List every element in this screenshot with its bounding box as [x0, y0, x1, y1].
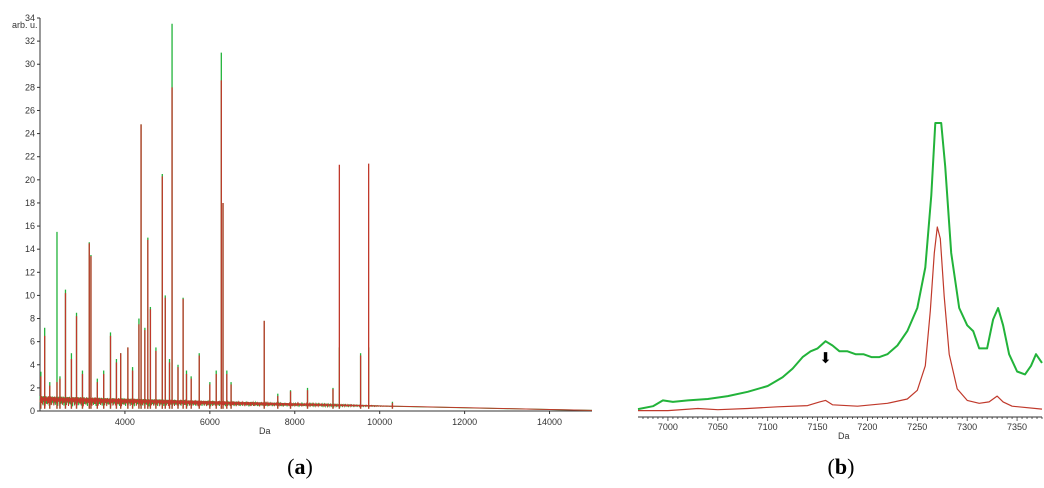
- chart-b-x-unit: Da: [838, 431, 850, 441]
- chart-a-x-unit: Da: [259, 426, 271, 436]
- chart-b-series: [637, 122, 1043, 412]
- chart-b-line-red: [638, 226, 1043, 412]
- panel-b-close-paren: ): [847, 454, 854, 479]
- chart-b: 7000 7050 7100 7150 7200 7250 7300 7350 Da ⬇: [637, 122, 1043, 441]
- chart-a-y-tick-label: 12: [25, 267, 35, 277]
- chart-b-x-tick-label: 7150: [808, 422, 828, 432]
- chart-a-y-tick-label: 32: [25, 36, 35, 46]
- chart-a-y-tick-label: 14: [25, 244, 35, 254]
- chart-b-x-tick-label: 7250: [907, 422, 927, 432]
- chart-a-y-tick-label: 24: [25, 129, 35, 139]
- panel-a-caption: (a): [287, 454, 313, 479]
- chart-b-axes: 7000 7050 7100 7150 7200 7250 7300 7350: [638, 416, 1043, 432]
- panel-b-letter: b: [835, 454, 847, 479]
- chart-a-y-unit: arb. u.: [12, 20, 38, 30]
- panel-b-open-paren: (: [828, 454, 835, 479]
- chart-a-y-tick-label: 18: [25, 198, 35, 208]
- chart-a-y-tick-label: 6: [30, 337, 35, 347]
- chart-a-y-tick-label: 0: [30, 406, 35, 416]
- chart-a-series: [39, 23, 593, 411]
- chart-b-x-tick-label: 7350: [1007, 422, 1027, 432]
- chart-a-y-tick-label: 22: [25, 152, 35, 162]
- chart-a-y-tick-label: 20: [25, 175, 35, 185]
- chart-b-x-tick-label: 7000: [658, 422, 678, 432]
- chart-a-y-tick-label: 4: [30, 360, 35, 370]
- chart-a-x-tick-label: 10000: [367, 417, 392, 427]
- chart-b-arrow-annotation: ⬇: [819, 349, 832, 367]
- chart-a-y-tick-label: 2: [30, 383, 35, 393]
- panel-a-open-paren: (: [287, 454, 294, 479]
- chart-a-y-tick-label: 28: [25, 82, 35, 92]
- chart-a-x-tick-label: 8000: [285, 417, 305, 427]
- chart-a-y-tick-label: 26: [25, 105, 35, 115]
- chart-a-y-tick-label: 30: [25, 59, 35, 69]
- chart-a-y-tick-label: 10: [25, 290, 35, 300]
- chart-a-x-tick-label: 12000: [452, 417, 477, 427]
- panel-a-letter: a: [295, 454, 306, 479]
- chart-a-y-tick-label: 8: [30, 314, 35, 324]
- chart-a-x-tick-label: 6000: [200, 417, 220, 427]
- chart-b-x-tick-label: 7050: [708, 422, 728, 432]
- chart-a-y-tick-label: 34: [25, 13, 35, 23]
- chart-b-x-tick-label: 7100: [758, 422, 778, 432]
- chart-b-x-tick-label: 7300: [957, 422, 977, 432]
- panel-a-close-paren: ): [306, 454, 313, 479]
- chart-a-x-tick-label: 14000: [537, 417, 562, 427]
- chart-a-x-tick-label: 4000: [115, 417, 135, 427]
- chart-b-x-tick-label: 7200: [857, 422, 877, 432]
- chart-a-y-tick-label: 16: [25, 221, 35, 231]
- chart-b-line-green: [637, 122, 1043, 411]
- panel-b-caption: (b): [828, 454, 855, 479]
